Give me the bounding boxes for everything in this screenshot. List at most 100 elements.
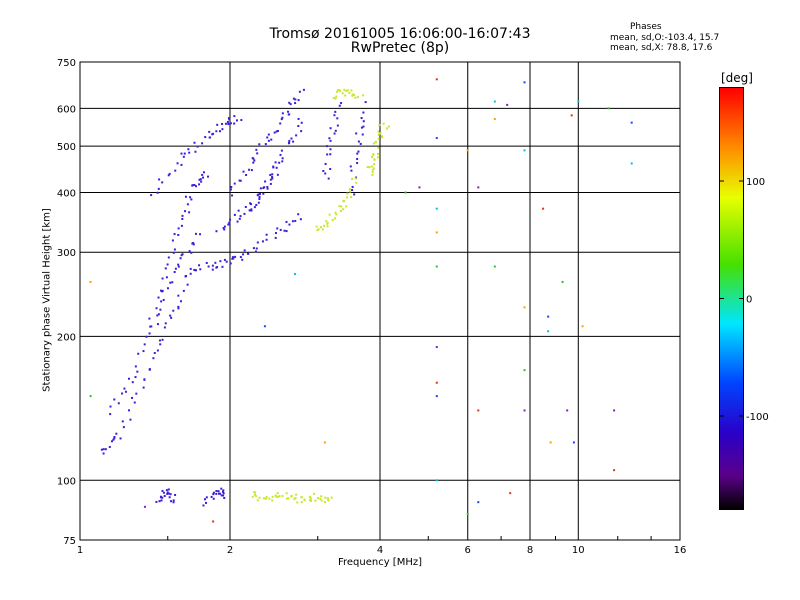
data-point [217, 492, 220, 495]
data-point [326, 498, 329, 501]
data-point [549, 441, 552, 444]
data-point [346, 89, 349, 92]
data-point [334, 211, 337, 214]
data-point [177, 227, 180, 230]
data-point [418, 186, 421, 189]
data-point [194, 150, 197, 153]
data-point [368, 166, 371, 169]
data-point [229, 218, 232, 221]
data-point [169, 314, 172, 317]
data-point [166, 263, 169, 266]
data-point [350, 89, 353, 92]
phases-title: Phases [630, 22, 662, 32]
data-point [238, 179, 241, 182]
data-point [435, 137, 438, 140]
data-point [255, 247, 258, 250]
data-point [372, 153, 375, 156]
data-point [254, 250, 257, 253]
data-point [250, 209, 253, 212]
data-point [435, 395, 438, 398]
data-point [273, 131, 276, 134]
phases-x-line: mean, sd,X: 78.8, 17.6 [610, 43, 713, 53]
data-point [271, 177, 274, 180]
data-point [380, 136, 383, 139]
data-point [354, 177, 357, 180]
data-point [274, 236, 277, 239]
data-point [276, 129, 279, 132]
data-point [173, 248, 176, 251]
data-point [137, 352, 140, 355]
data-point [163, 326, 166, 329]
data-point [274, 232, 277, 235]
data-point [250, 208, 253, 211]
data-point [338, 104, 341, 107]
data-point [212, 491, 215, 494]
data-point [188, 250, 191, 253]
data-point [158, 500, 161, 503]
data-point [320, 499, 323, 502]
data-point [263, 497, 266, 500]
data-point [186, 283, 189, 286]
data-point [189, 267, 192, 270]
data-point [156, 323, 159, 326]
data-point [188, 151, 191, 154]
data-point [203, 498, 206, 501]
data-point [159, 343, 162, 346]
data-point [271, 499, 274, 502]
data-point [320, 495, 323, 498]
data-point [297, 117, 300, 120]
data-point [267, 133, 270, 136]
data-point [177, 265, 180, 268]
data-point [345, 196, 348, 199]
data-point [204, 136, 207, 139]
data-point [177, 305, 180, 308]
data-point [142, 386, 145, 389]
data-point [271, 175, 274, 178]
data-point [477, 501, 480, 504]
data-point [352, 93, 355, 96]
data-point [115, 432, 118, 435]
data-point [237, 209, 240, 212]
data-point [181, 253, 184, 256]
data-point [353, 193, 356, 196]
data-point [170, 316, 173, 319]
data-point [339, 90, 342, 93]
data-point [143, 378, 146, 381]
data-point [173, 271, 176, 274]
data-point [509, 492, 512, 495]
data-point [435, 381, 438, 384]
data-point [128, 409, 131, 412]
data-point [252, 161, 255, 164]
data-point [350, 169, 353, 172]
colorbar-tick-label: 0 [746, 295, 752, 306]
data-point [300, 121, 303, 124]
data-point [247, 252, 250, 255]
data-point [258, 496, 261, 499]
data-point [327, 499, 330, 502]
data-point [181, 217, 184, 220]
data-point [242, 253, 245, 256]
data-point [577, 100, 580, 103]
data-point [255, 148, 258, 151]
data-point [314, 499, 317, 502]
data-point [226, 120, 229, 123]
data-point [148, 332, 151, 335]
data-point [161, 181, 164, 184]
data-point [215, 130, 218, 133]
data-point [263, 325, 266, 328]
data-point [566, 409, 569, 412]
x-tick-label: 6 [465, 545, 471, 556]
data-point [290, 137, 293, 140]
data-point [274, 494, 277, 497]
data-point [343, 88, 346, 91]
data-point [572, 441, 575, 444]
data-point [371, 168, 374, 171]
x-tick-label: 1 [77, 545, 83, 556]
data-point [236, 220, 239, 223]
data-point [217, 490, 220, 493]
data-point [299, 218, 302, 221]
data-point [222, 492, 225, 495]
x-tick-label: 10 [572, 545, 585, 556]
data-point [264, 497, 267, 500]
data-point [271, 173, 274, 176]
